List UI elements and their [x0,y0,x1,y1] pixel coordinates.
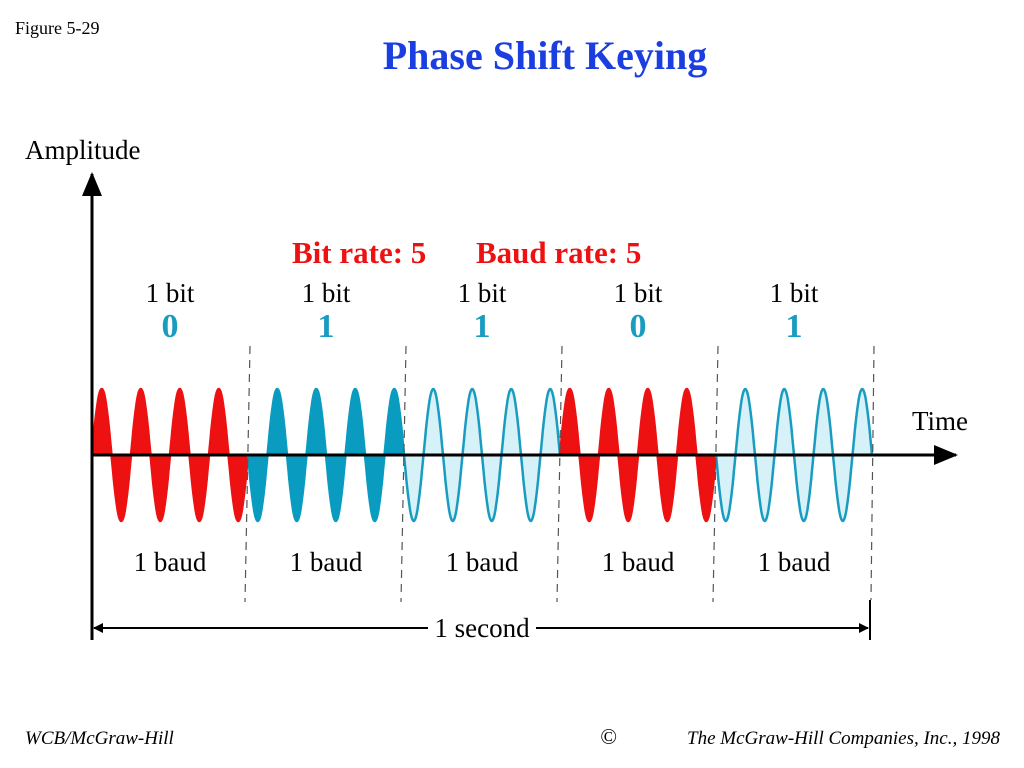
boundary [556,345,563,603]
duration-label: 1 second [434,613,530,643]
bit-unit: 1 bit [770,278,819,308]
boundary [244,345,251,603]
x-axis-label: Time [912,406,968,436]
bit-value: 1 [318,308,335,345]
boundary [870,345,875,601]
footer-left: WCB/McGraw-Hill [25,728,174,749]
boundary [400,345,407,603]
title: Phase Shift Keying [383,33,707,78]
baud-label: 1 baud [290,547,363,577]
bit-value: 1 [786,308,803,345]
copyright-symbol: © [600,724,617,749]
bit-value: 1 [474,308,491,345]
baud-label: 1 baud [446,547,519,577]
baud-label: 1 baud [758,547,831,577]
boundary [712,345,719,603]
bit-value: 0 [630,308,647,345]
bit-rate: Bit rate: 5 [292,235,426,270]
bit-unit: 1 bit [614,278,663,308]
baud-label: 1 baud [134,547,207,577]
baud-label: 1 baud [602,547,675,577]
baud-rate: Baud rate: 5 [476,235,641,270]
bit-unit: 1 bit [302,278,351,308]
bit-value: 0 [162,308,179,345]
bit-unit: 1 bit [146,278,195,308]
y-axis-label: Amplitude [25,135,141,165]
bit-unit: 1 bit [458,278,507,308]
footer-right: The McGraw-Hill Companies, Inc., 1998 [687,728,1000,749]
figure-label: Figure 5-29 [15,18,100,38]
